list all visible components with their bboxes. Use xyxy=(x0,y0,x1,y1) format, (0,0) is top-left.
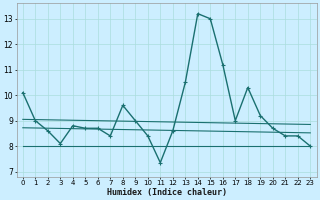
X-axis label: Humidex (Indice chaleur): Humidex (Indice chaleur) xyxy=(107,188,227,197)
